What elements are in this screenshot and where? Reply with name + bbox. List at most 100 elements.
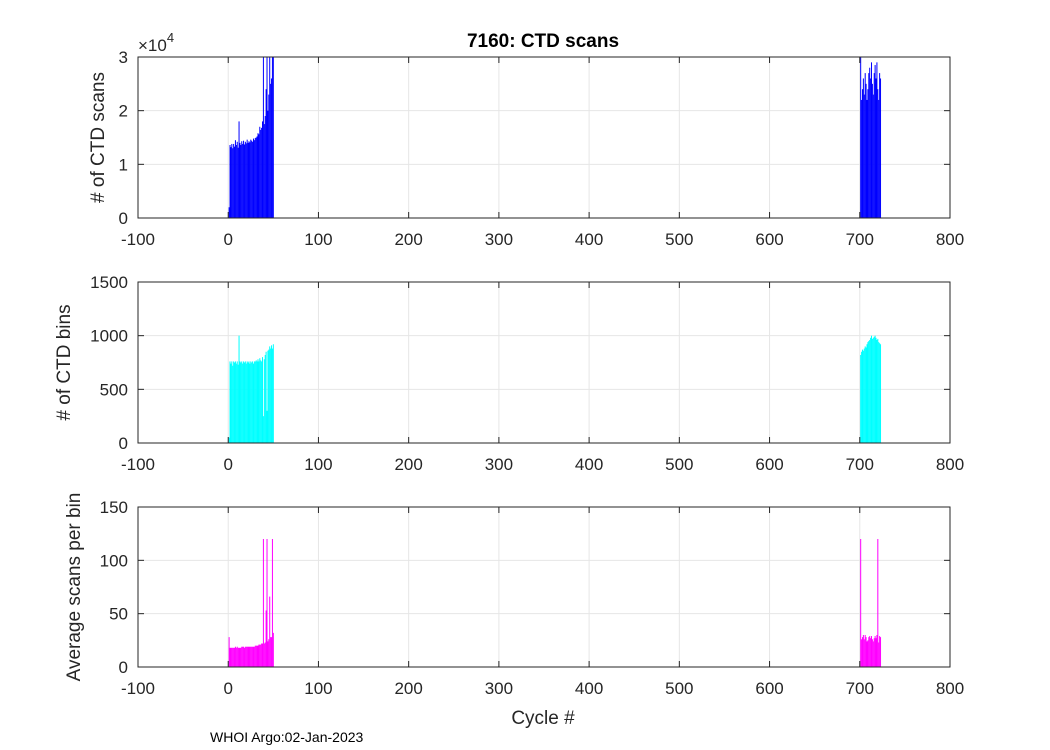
bar [860,57,862,218]
bar [231,647,233,667]
bar [261,643,263,667]
y-tick-labels: 0 500 1000 1500 [90,273,950,453]
bar [270,348,272,443]
bar [869,67,871,218]
bar [868,73,870,218]
bar [865,637,867,667]
x-tick-label: 200 [394,679,422,698]
bar [861,351,863,443]
y-axis-label: Average scans per bin [64,493,85,682]
y-tick-label: 1500 [90,273,128,292]
bar [874,636,876,667]
bar [873,73,875,218]
bar [262,539,264,667]
x-tick-label: 600 [755,679,783,698]
bar [269,346,271,443]
bar [237,647,239,667]
y-tick-label: 100 [100,551,128,570]
bar [244,361,246,443]
bar [878,99,880,218]
bar [269,57,271,218]
bar [246,646,248,667]
bar [270,637,272,667]
bar [259,358,261,443]
bar [263,124,265,218]
bar [861,349,863,443]
bar [253,361,255,443]
bar [271,539,273,667]
bar [238,121,240,218]
bar [250,646,252,667]
bar [241,141,243,218]
x-tick-label: -100 [121,455,155,474]
x-tick-label: 100 [304,679,332,698]
bar [257,359,259,443]
bar [876,62,878,218]
bar [867,640,869,667]
bar [236,141,238,218]
bar [248,141,250,218]
bar [877,539,879,667]
x-axis-label: Cycle # [511,708,575,729]
bar [876,635,878,667]
x-tick-label: 300 [485,679,513,698]
bar [252,646,254,667]
bar [264,642,266,667]
bar [863,639,865,667]
x-tick-label: 700 [846,230,874,249]
bar [268,349,270,443]
bar [260,360,262,443]
bar [257,133,259,218]
bar [871,62,873,218]
bar [233,143,235,218]
y-tick-label: 0 [119,209,128,228]
bar [250,139,252,218]
x-tick-label: 700 [846,455,874,474]
bar [251,646,253,667]
bar [272,57,274,218]
x-tick-label: 500 [665,679,693,698]
panel-average-scans-per-bin: -100 0 100 200 300 400 500 600 700 800 050100150 … [64,493,964,729]
bar [235,145,237,218]
bar [235,363,237,443]
bar [862,78,864,218]
bar [249,646,251,667]
bar [866,344,868,443]
bar [252,363,254,443]
y-tick-label: 3 [119,48,128,67]
bar [259,644,261,667]
bar [870,638,872,667]
bar [234,140,236,218]
bar [870,337,872,443]
bar [874,335,876,443]
bar-series [228,335,882,443]
bar [875,78,877,218]
bar [234,647,236,667]
axes-frame [137,281,951,444]
bar [246,361,248,443]
bar [268,94,270,218]
bar [247,362,249,443]
bar [266,539,268,667]
axes-frame [137,506,951,668]
bar [255,137,257,218]
y-tick-label: 500 [100,380,128,399]
bar [254,138,256,218]
bar [242,646,244,667]
y-tick-label: 1 [119,155,128,174]
bar [243,144,245,218]
x-tick-label: 600 [755,230,783,249]
bar [239,647,241,667]
bar [243,362,245,443]
x-tick-labels: -100 0 100 200 300 400 500 600 700 800 [121,507,964,698]
bar [867,342,869,443]
bar [271,78,273,218]
bar [234,146,236,218]
bar [255,645,257,667]
bar [861,99,863,218]
bar [267,350,269,443]
bar [271,345,273,443]
bar [262,57,264,218]
bar [271,57,273,218]
bar [265,351,267,443]
